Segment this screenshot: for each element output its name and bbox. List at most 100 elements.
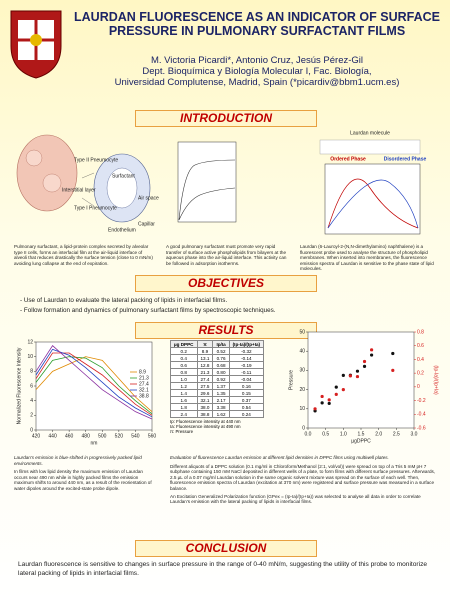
data-point — [348, 374, 352, 378]
diagram-label: Surfactant — [112, 173, 135, 179]
table-cell: 1.2 — [170, 382, 198, 390]
y-tick-label: 6 — [30, 383, 33, 389]
table-row: 0.2 8.9 0.52 -0.32 — [170, 347, 265, 355]
data-table: µg DPPC π Ip/Ia (Ip-Ia)/(Ip+Ia) 0.2 8.9 0.52 -0… — [170, 340, 265, 418]
y2-tick-label: 0.2 — [417, 370, 424, 376]
table-note: π: Pressure — [170, 429, 194, 434]
x-tick-label: 1.0 — [340, 431, 347, 437]
table-cell: 1.62 — [212, 410, 230, 418]
diagram-label: Air space — [138, 195, 159, 201]
caption: Evaluation of fluorescence Laurdan emiss… — [170, 455, 440, 505]
x-tick-label: 2.5 — [393, 431, 400, 437]
table-cell: 0.4 — [170, 354, 198, 362]
table-cell: -0.14 — [228, 354, 265, 362]
data-point — [327, 398, 331, 402]
data-point — [391, 351, 395, 356]
legend-label: 21.3 — [139, 375, 149, 381]
table-cell: 21.3 — [196, 368, 214, 376]
table-cell: 1.8 — [170, 403, 198, 411]
diagram-label: Laurdan molecule — [350, 130, 390, 136]
table-cell: 0.2 — [170, 347, 198, 355]
plot-area — [307, 331, 415, 429]
table-row: 2.4 38.8 1.62 0.24 — [170, 410, 265, 418]
objective: - Follow formation and dynamics of pulmo… — [20, 307, 276, 314]
table-cell: 27.5 — [196, 382, 214, 390]
affiliation: Universidad Complutense, Madrid, Spain (… — [114, 77, 400, 88]
y2-tick-label: -0.4 — [417, 412, 426, 418]
table-cell: 0.8 — [170, 368, 198, 376]
y-tick-label: 30 — [299, 368, 305, 374]
table-note: Ip: Fluorescence intensity at 440 nm — [170, 419, 241, 424]
table-cell: 0.76 — [212, 354, 230, 362]
y2-tick-label: 0.4 — [417, 357, 424, 363]
table-row: 1.2 27.5 1.37 0.16 — [170, 382, 265, 390]
affiliation: Dept. Bioquímica y Biología Molecular I,… — [142, 66, 372, 77]
table-header-row: µg DPPC π Ip/Ia (Ip-Ia)/(Ip+Ia) — [170, 340, 265, 348]
table-cell: 27.4 — [196, 375, 214, 383]
y-axis-label: Normalized Fluorescence Intensity — [16, 347, 22, 424]
y-tick-label: 10 — [27, 354, 33, 360]
data-point — [362, 364, 367, 368]
y-tick-label: 2 — [30, 413, 33, 419]
diagram-label: Type II Pneumocyte — [74, 157, 118, 163]
table-cell: 38.8 — [196, 410, 214, 418]
diagram-label: Disordered Phase — [384, 156, 427, 162]
adsorption-sketch — [177, 141, 237, 223]
x-tick-label: 2.0 — [375, 431, 382, 437]
caption: A good pulmonary surfactant must promote… — [166, 244, 287, 266]
section-heading: INTRODUCTION — [135, 110, 317, 127]
table-row: 1.8 38.0 3.38 0.54 — [170, 403, 265, 411]
data-point — [334, 392, 338, 396]
pressure-chart: 0.0 0.5 1.0 1.5 2.0 2.5 3.0 0 10 20 30 40 50 -0.6 -0.4… — [288, 329, 438, 444]
table-cell: 1.4 — [170, 389, 198, 397]
data-point — [370, 353, 374, 357]
caption: Pulmonary surfactant, a lipid-protein co… — [14, 244, 153, 266]
x-tick-label: 440 — [48, 433, 57, 439]
diagram-label: Interstitial layer — [62, 187, 96, 193]
table-cell: 0.6 — [170, 361, 198, 369]
data-point — [320, 401, 324, 405]
table-notes: Ip: Fluorescence intensity at 440 nm Ia: … — [170, 419, 264, 434]
spectrum-line — [35, 356, 153, 412]
table-cell: 1.0 — [170, 375, 198, 383]
y2-tick-label: 0.8 — [417, 329, 424, 335]
table-header-cell: (Ip-Ia)/(Ip+Ia) — [228, 340, 265, 348]
data-point — [327, 401, 331, 406]
caption-line: Evaluation of fluorescence Laurdan emiss… — [170, 455, 389, 460]
x-tick-label: 480 — [82, 433, 91, 439]
table-cell: 1.35 — [212, 389, 230, 397]
section-heading: OBJECTIVES — [135, 275, 317, 292]
y-tick-label: 0 — [302, 425, 305, 431]
legend-label: 27.4 — [139, 381, 149, 387]
caption: Laurdan's emission is blue-shifted in pr… — [14, 455, 154, 492]
conclusion: Laurdan fluorescence is sensitive to cha… — [18, 561, 428, 577]
table-cell: 1.6 — [170, 396, 198, 404]
table-row: 0.8 21.3 0.80 -0.11 — [170, 368, 265, 376]
table-cell: 0.16 — [228, 382, 265, 390]
legend-label: 8.9 — [139, 369, 146, 375]
legend-label: 32.1 — [139, 387, 149, 393]
diagram-label: Type I Pneumocyte — [74, 205, 117, 211]
y2-tick-label: 0 — [417, 384, 420, 390]
table-header-cell: Ip/Ia — [212, 340, 230, 348]
table-row: 0.4 13.1 0.76 -0.14 — [170, 354, 265, 362]
table-cell: -0.04 — [228, 375, 265, 383]
x-tick-label: 420 — [32, 433, 41, 439]
caption-line: Different aliquots of a DPPC solution (0… — [170, 463, 436, 491]
table-block: µg DPPC π Ip/Ia (Ip-Ia)/(Ip+Ia) 0.2 8.9 0.52 -0… — [170, 340, 265, 434]
table-cell: 0.24 — [228, 410, 265, 418]
data-point — [320, 394, 324, 399]
x-tick-label: 560 — [148, 433, 157, 439]
logo — [10, 10, 62, 79]
y-tick-label: 40 — [299, 349, 305, 355]
objectives: - Use of Laurdan to evaluate the lateral… — [20, 296, 440, 316]
table-cell: 0.37 — [228, 396, 265, 404]
y2-tick-label: -0.6 — [417, 425, 426, 431]
diagram-label: Endothelium — [108, 227, 136, 233]
table-cell: 38.0 — [196, 403, 214, 411]
x-axis-label: µgDPPC — [351, 438, 371, 444]
data-point — [355, 374, 360, 379]
y-axis-label: Pressure — [288, 370, 294, 390]
x-tick-label: 540 — [131, 433, 140, 439]
table-cell: 0.92 — [212, 375, 230, 383]
